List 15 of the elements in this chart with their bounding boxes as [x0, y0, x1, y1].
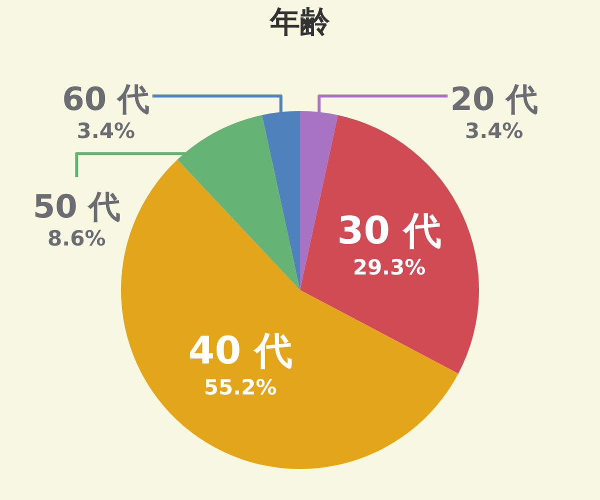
data-label: 3.4%: [76, 119, 136, 144]
data-label: 29.3%: [352, 255, 426, 280]
pie-slice: [300, 111, 338, 290]
data-label: 55.2%: [204, 375, 277, 400]
data-label: 8.6%: [48, 226, 106, 251]
pie-slice: [121, 160, 458, 469]
slice-label: 60 代: [62, 80, 150, 118]
pie-slice: [177, 115, 300, 290]
pie-slice: [262, 111, 300, 290]
slice-label: 40 代: [188, 328, 292, 372]
slice-label: 30 代: [337, 208, 442, 252]
slice-label: 50 代: [32, 188, 120, 226]
chart-title: 年齢: [269, 5, 330, 40]
data-label: 3.4%: [464, 119, 524, 144]
slice-label: 20 代: [450, 80, 538, 118]
